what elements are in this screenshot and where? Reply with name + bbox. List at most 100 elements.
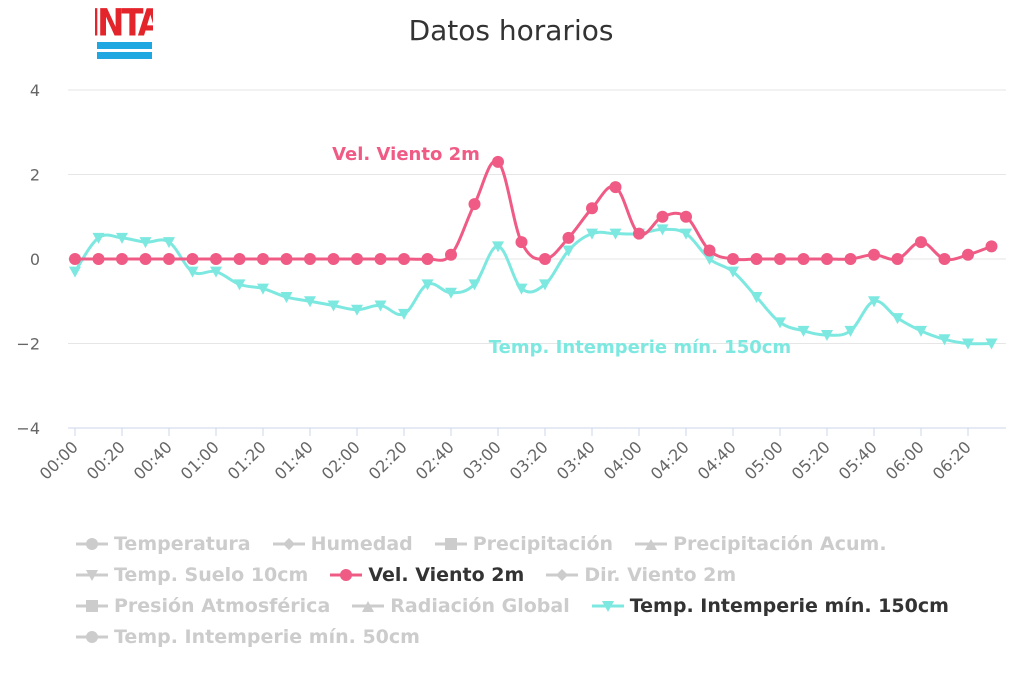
legend-item[interactable]: Presión Atmosférica bbox=[76, 595, 330, 617]
data-point[interactable] bbox=[69, 253, 81, 265]
data-point[interactable] bbox=[821, 253, 833, 265]
data-point[interactable] bbox=[210, 266, 222, 278]
data-point[interactable] bbox=[774, 317, 786, 329]
legend-item[interactable]: Vel. Viento 2m bbox=[330, 564, 524, 586]
data-point[interactable] bbox=[703, 244, 716, 257]
data-point[interactable] bbox=[915, 325, 927, 337]
data-point[interactable] bbox=[116, 253, 128, 265]
data-point[interactable] bbox=[891, 313, 904, 325]
data-point[interactable] bbox=[163, 253, 175, 265]
data-point[interactable] bbox=[797, 253, 810, 265]
data-point[interactable] bbox=[774, 253, 786, 265]
legend-item[interactable]: Temp. Intemperie mín. 150cm bbox=[591, 595, 949, 617]
data-point[interactable] bbox=[586, 228, 598, 240]
data-point[interactable] bbox=[938, 253, 951, 265]
data-point[interactable] bbox=[539, 279, 551, 291]
data-point[interactable] bbox=[492, 241, 504, 253]
data-point[interactable] bbox=[398, 253, 410, 265]
data-point[interactable] bbox=[750, 292, 763, 304]
data-point[interactable] bbox=[163, 237, 175, 249]
data-point[interactable] bbox=[962, 248, 974, 261]
data-point[interactable] bbox=[539, 253, 551, 265]
data-point[interactable] bbox=[468, 198, 481, 211]
legend-item[interactable]: Temp. Suelo 10cm bbox=[76, 564, 308, 586]
data-point[interactable] bbox=[844, 253, 857, 265]
data-point[interactable] bbox=[609, 181, 622, 194]
data-point[interactable] bbox=[868, 248, 880, 261]
x-tick-label: 01:20 bbox=[224, 437, 270, 483]
data-point[interactable] bbox=[233, 253, 246, 265]
data-point[interactable] bbox=[915, 236, 927, 249]
data-point[interactable] bbox=[891, 253, 904, 265]
data-point[interactable] bbox=[633, 227, 645, 240]
data-point[interactable] bbox=[280, 292, 293, 304]
data-point[interactable] bbox=[351, 304, 363, 316]
data-point[interactable] bbox=[210, 253, 222, 265]
data-point[interactable] bbox=[233, 279, 246, 291]
data-point[interactable] bbox=[374, 300, 387, 312]
data-point[interactable] bbox=[351, 253, 363, 265]
data-point[interactable] bbox=[727, 253, 739, 265]
data-point[interactable] bbox=[515, 283, 528, 295]
data-point[interactable] bbox=[868, 296, 880, 308]
data-point[interactable] bbox=[586, 202, 598, 215]
data-point[interactable] bbox=[304, 253, 316, 265]
data-point[interactable] bbox=[139, 253, 152, 265]
data-point[interactable] bbox=[656, 210, 669, 223]
data-point[interactable] bbox=[304, 296, 316, 308]
legend-item[interactable]: Temp. Intemperie mín. 50cm bbox=[76, 626, 420, 648]
x-tick-label: 00:20 bbox=[83, 437, 129, 483]
data-point[interactable] bbox=[821, 330, 833, 342]
legend-diamond-icon bbox=[546, 568, 579, 581]
data-point[interactable] bbox=[398, 308, 410, 320]
x-tick-label: 03:40 bbox=[553, 437, 599, 483]
data-point[interactable] bbox=[421, 279, 434, 291]
data-point[interactable] bbox=[468, 279, 481, 291]
data-point[interactable] bbox=[609, 228, 622, 240]
data-point[interactable] bbox=[257, 253, 269, 265]
legend-row: Temperatura Humedad Precipitación Precipita… bbox=[76, 528, 1016, 559]
data-point[interactable] bbox=[186, 253, 199, 265]
data-point[interactable] bbox=[938, 334, 951, 346]
data-point[interactable] bbox=[844, 325, 857, 337]
legend-item-label: Temp. Suelo 10cm bbox=[114, 563, 309, 586]
legend-item[interactable]: Precipitación bbox=[434, 533, 613, 555]
data-point[interactable] bbox=[962, 338, 974, 350]
series-temp bbox=[69, 224, 998, 350]
data-point[interactable] bbox=[985, 338, 998, 350]
data-point[interactable] bbox=[562, 245, 575, 257]
data-point[interactable] bbox=[750, 253, 763, 265]
data-point[interactable] bbox=[374, 253, 387, 265]
data-point[interactable] bbox=[280, 253, 293, 265]
data-point[interactable] bbox=[656, 224, 669, 236]
data-point[interactable] bbox=[257, 283, 269, 295]
data-point[interactable] bbox=[797, 325, 810, 337]
data-point[interactable] bbox=[421, 253, 434, 265]
legend-item[interactable]: Humedad bbox=[272, 533, 413, 555]
legend-item[interactable]: Radiación Global bbox=[352, 594, 570, 617]
data-point[interactable] bbox=[703, 254, 716, 265]
data-point[interactable] bbox=[445, 287, 457, 299]
data-point[interactable] bbox=[116, 232, 128, 244]
data-point[interactable] bbox=[562, 231, 575, 244]
legend-item[interactable]: Dir. Viento 2m bbox=[546, 564, 736, 586]
legend-item[interactable]: Precipitación Acum. bbox=[635, 533, 887, 555]
x-tick-label: 02:00 bbox=[318, 437, 364, 483]
legend-item-label: Radiación Global bbox=[390, 594, 570, 617]
data-point[interactable] bbox=[680, 210, 692, 223]
data-point[interactable] bbox=[327, 253, 340, 265]
legend-item[interactable]: Temperatura bbox=[76, 533, 251, 555]
x-axis: 00:00 00:20 00:40 01:00 01:20 01:40 02:00 02:20… bbox=[36, 428, 975, 483]
data-point[interactable] bbox=[186, 266, 199, 278]
data-point[interactable] bbox=[327, 300, 340, 312]
data-point[interactable] bbox=[985, 240, 998, 253]
data-point[interactable] bbox=[139, 237, 152, 249]
data-point[interactable] bbox=[445, 248, 457, 261]
data-point[interactable] bbox=[92, 253, 105, 265]
data-point[interactable] bbox=[92, 232, 105, 244]
data-point[interactable] bbox=[69, 266, 81, 278]
data-point[interactable] bbox=[680, 228, 692, 240]
data-point[interactable] bbox=[727, 266, 739, 278]
data-point[interactable] bbox=[515, 236, 528, 249]
data-point[interactable] bbox=[492, 155, 504, 168]
